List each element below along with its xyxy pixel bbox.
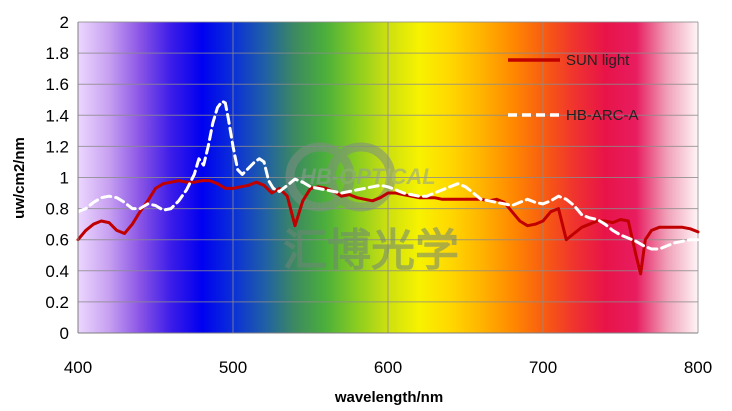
watermark-logo-text: HB-OPTICAL bbox=[300, 164, 436, 189]
watermark-chinese-text: 汇博光学 bbox=[283, 225, 459, 276]
y-tick-label: 1.8 bbox=[45, 44, 69, 63]
y-tick-label: 0 bbox=[60, 324, 69, 343]
x-tick-label: 400 bbox=[64, 358, 92, 377]
y-axis-title: uw/cm2/nm bbox=[11, 137, 28, 219]
legend-label-arc: HB-ARC-A bbox=[566, 107, 639, 124]
y-tick-label: 1.4 bbox=[45, 106, 69, 125]
legend-item-sun: SUN light bbox=[508, 52, 630, 69]
x-tick-label: 700 bbox=[529, 358, 557, 377]
x-tick-label: 500 bbox=[219, 358, 247, 377]
gridlines bbox=[78, 21, 699, 333]
y-tick-label: 0.8 bbox=[45, 200, 69, 219]
legend-item-arc: HB-ARC-A bbox=[508, 107, 639, 124]
x-tick-label: 600 bbox=[374, 358, 402, 377]
x-tick-labels: 400 500 600 700 800 bbox=[64, 358, 712, 377]
legend: SUN light HB-ARC-A bbox=[508, 52, 639, 124]
series-layer bbox=[76, 99, 700, 276]
y-tick-label: 1.6 bbox=[45, 75, 69, 94]
y-tick-label: 0.2 bbox=[45, 293, 69, 312]
watermark-logo-icon bbox=[285, 142, 396, 212]
x-axis-title: wavelength/nm bbox=[334, 389, 443, 406]
y-tick-label: 1 bbox=[60, 169, 69, 188]
x-tick-label: 800 bbox=[684, 358, 712, 377]
legend-label-sun: SUN light bbox=[566, 52, 630, 69]
y-tick-label: 1.2 bbox=[45, 137, 69, 156]
y-tick-label: 0.4 bbox=[45, 262, 69, 281]
y-tick-labels: 0 0.2 0.4 0.6 0.8 1 1.2 1.4 1.6 1.8 2 bbox=[45, 13, 69, 343]
y-tick-label: 2 bbox=[60, 13, 69, 32]
watermark: HB-OPTICAL 汇博光学 bbox=[283, 142, 459, 276]
series-line-arc bbox=[76, 99, 700, 251]
y-tick-label: 0.6 bbox=[45, 231, 69, 250]
